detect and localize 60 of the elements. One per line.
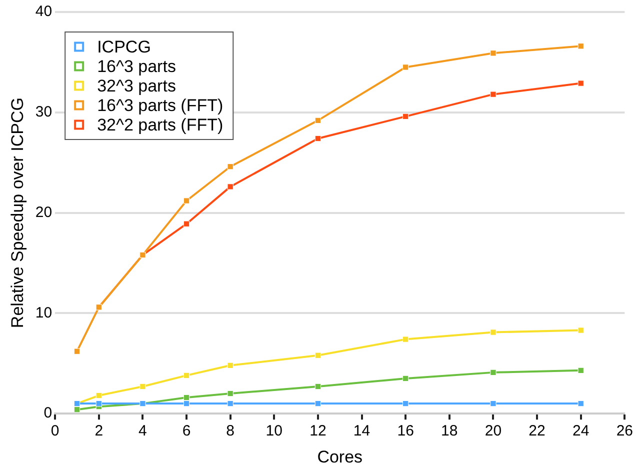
point (314, 135, 322, 142)
x-tick-label: 4 (138, 422, 147, 440)
x-axis-title: Cores (317, 447, 363, 466)
point (227, 184, 234, 190)
x-tick-label: 26 (616, 422, 633, 440)
point (402, 375, 409, 382)
legend-label: 32^2 parts (FFT) (97, 115, 224, 134)
point (183, 198, 190, 204)
point (74, 348, 80, 354)
point (402, 64, 409, 70)
point (183, 220, 190, 227)
point (140, 383, 146, 390)
x-tick-label: 16 (397, 422, 414, 440)
y-tick-label: 20 (35, 204, 52, 221)
point (227, 362, 234, 368)
legend-label: 32^3 parts (97, 76, 176, 96)
y-axis-title: Relative Speedup over ICPCG (8, 98, 27, 328)
y-tick-label: 30 (35, 104, 52, 121)
point (490, 50, 496, 56)
x-tick-label: 2 (94, 422, 104, 440)
point (578, 43, 584, 50)
x-tick-label: 12 (310, 422, 326, 440)
x-tick-label: 8 (226, 422, 235, 440)
point (183, 372, 190, 379)
point (490, 400, 496, 407)
y-tick-label: 40 (35, 3, 52, 20)
y-tick-label: 0 (44, 404, 52, 422)
point (490, 329, 496, 336)
legend-label: ICPCG (97, 37, 151, 56)
legend-label: 16^3 parts (FFT) (97, 96, 224, 115)
y-tick-label: 10 (35, 304, 52, 322)
point (96, 392, 102, 399)
point (227, 400, 234, 407)
point (578, 80, 584, 86)
point (578, 327, 584, 334)
point (402, 336, 409, 342)
point (314, 383, 322, 390)
legend-label: 16^3 parts (97, 56, 176, 76)
point (402, 400, 409, 407)
x-tick-label: 20 (484, 422, 502, 440)
point (314, 352, 322, 358)
point (183, 394, 190, 401)
point (490, 369, 496, 376)
x-tick-label: 14 (353, 422, 370, 440)
x-tick-label: 6 (182, 422, 191, 440)
x-tick-label: 18 (441, 422, 458, 440)
point (183, 400, 190, 407)
point (314, 400, 322, 407)
point (227, 390, 234, 397)
point (96, 400, 102, 407)
point (490, 91, 496, 98)
point (314, 117, 322, 124)
x-tick-label: 24 (572, 422, 590, 440)
x-tick-label: 10 (266, 422, 282, 440)
x-tick-label: 22 (528, 422, 546, 440)
point (74, 406, 80, 413)
point (578, 367, 584, 374)
point (402, 113, 409, 120)
point (578, 400, 584, 407)
point (227, 164, 234, 170)
